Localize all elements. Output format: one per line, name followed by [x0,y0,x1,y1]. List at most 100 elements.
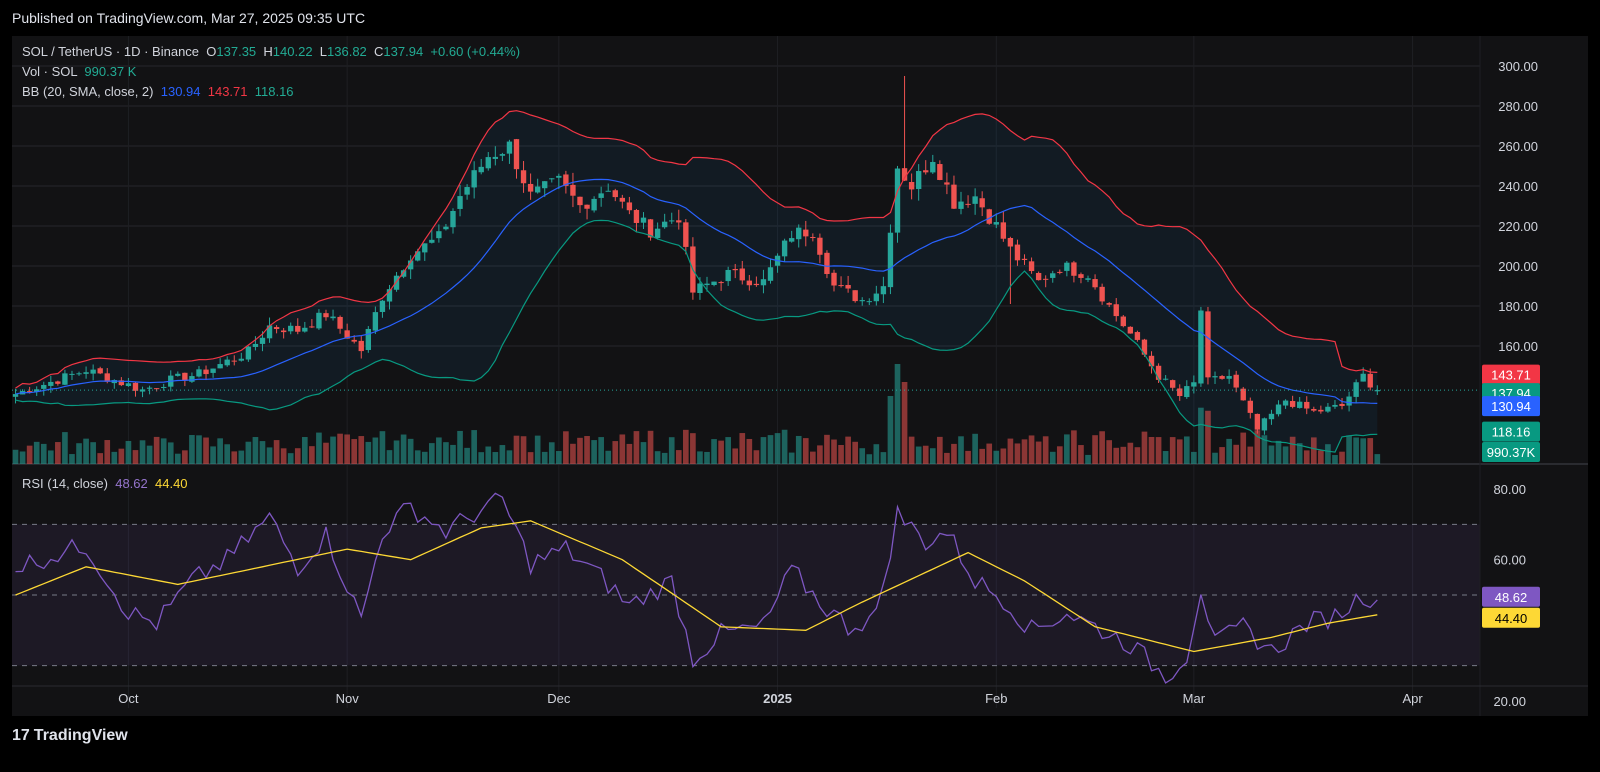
candle-body [443,226,449,230]
volume-bar [1282,446,1289,464]
chart-panel[interactable]: 300.00 280.00 260.00 240.00 220.00 200.00 180.… [12,36,1588,716]
candle-body [1233,374,1239,388]
candle-body [224,359,230,366]
volume-bar [365,441,372,464]
candle-body [1247,400,1253,413]
candle-body [570,184,576,196]
candle-body [993,222,999,225]
candle-body [549,178,555,180]
rsi-line [15,492,1378,684]
volume-bar [1099,431,1105,464]
candle-body [288,325,294,332]
tradingview-logo[interactable]: 17 TradingView [12,727,128,745]
volume-bar [817,445,823,464]
open-label: O [206,44,217,59]
volume-bar [19,451,26,464]
volume-bar [266,447,273,464]
volume-bar [1318,450,1324,464]
volume-bar [548,442,555,464]
tradingview-brand: TradingView [33,727,128,744]
candle-body [1064,262,1070,271]
price-chart-svg[interactable]: 300.00 280.00 260.00 240.00 220.00 200.00 180.… [12,36,1588,716]
volume-bar [1296,443,1303,464]
candle-body [26,391,33,393]
volume-bar [711,439,717,464]
candle-body [97,368,103,374]
volume-bar [1289,436,1296,464]
time-tick-label: Mar [1183,691,1206,706]
volume-bar [520,436,527,464]
candle-body [1106,303,1112,305]
candle-body [76,373,82,375]
candle-body [894,168,901,233]
candle-body [1212,376,1218,378]
volume-bar [570,443,576,464]
candle-body [379,300,386,312]
candle-body [591,198,597,211]
volume-bar [556,451,562,464]
price-legend: SOL / TetherUS · 1D · Binance O137.35 H1… [22,42,520,102]
volume-bar [76,443,82,464]
volume-bar [838,445,844,464]
bb-lower-tag [1482,421,1540,442]
volume-bar [358,436,365,464]
candle-body [633,209,640,223]
candle-body [1099,286,1105,302]
candle-body [1205,311,1211,378]
low-label: L [319,44,328,59]
rsi-label[interactable]: RSI (14, close) [22,476,108,491]
candle-body [1127,326,1134,334]
published-text: Published on TradingView.com, Mar 27, 20… [12,10,366,26]
candle-body [1325,406,1331,412]
candle-body [330,316,336,319]
symbol-label[interactable]: SOL / TetherUS · 1D · Binance [22,44,200,59]
volume-bar [55,442,61,464]
volume-bar [1240,432,1247,464]
candle-body [1057,271,1063,273]
volume-bar [1261,435,1268,464]
volume-bar [958,436,964,464]
bb-upper-line [15,110,1378,389]
bb-label[interactable]: BB (20, SMA, close, 2) [22,84,154,99]
candle-body [669,220,675,222]
candle-body [866,301,872,303]
volume-bar [1169,437,1176,464]
volume-value: 990.37 K [84,64,137,79]
time-tick-label: Feb [985,691,1007,706]
volume-label[interactable]: Vol · SOL [22,64,78,79]
volume-bar [97,453,104,464]
time-tick-label: Apr [1402,691,1423,706]
candle-body [1332,404,1338,407]
candle-body [873,293,880,302]
volume-bar [760,437,767,464]
volume-bar [739,433,746,464]
candle-body [125,383,132,387]
candle-body [598,193,604,198]
volume-bar [866,454,873,464]
volume-bar [725,437,731,464]
candle-body [810,237,816,239]
volume-bar [1254,430,1261,464]
volume-bar [1353,437,1359,464]
candle-body [1219,376,1225,379]
candle-body [619,197,626,202]
candle-body [386,289,393,302]
candle-body [1275,404,1282,415]
candle-body [506,141,513,154]
candle-body [231,360,237,362]
volume-bar [125,440,132,464]
candle-body [718,282,724,284]
candle-body [711,281,717,286]
high-value: 140.22 [272,44,313,59]
volume-bar [795,435,802,464]
volume-bar [478,452,485,464]
candle-body [238,358,244,361]
volume-bar [174,453,181,464]
candle-body [203,369,209,375]
candle-body [951,184,957,209]
volume-bar [718,440,724,464]
volume-bar [972,433,978,464]
volume-bar [1219,447,1225,464]
candle-body [478,166,484,173]
candle-body [577,196,583,206]
